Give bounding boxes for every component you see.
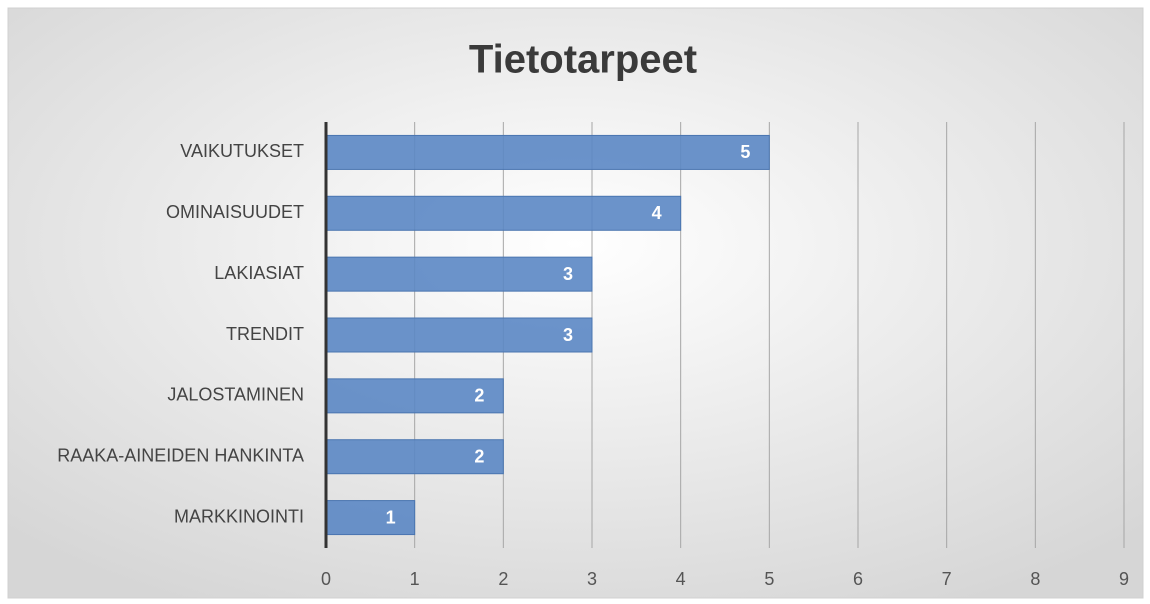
bar [325, 195, 682, 231]
data-label: 3 [563, 325, 573, 345]
bar [325, 134, 770, 170]
data-label: 2 [474, 386, 484, 406]
x-tick-label: 9 [1119, 569, 1129, 589]
x-tick-label: 7 [942, 569, 952, 589]
x-tick-label: 1 [410, 569, 420, 589]
y-tick-label: MARKKINOINTI [174, 506, 304, 526]
bar [325, 317, 593, 353]
y-tick-label: JALOSTAMINEN [167, 385, 304, 405]
x-tick-label: 2 [498, 569, 508, 589]
x-tick-label: 0 [321, 569, 331, 589]
y-tick-label: RAAKA-AINEIDEN HANKINTA [57, 445, 304, 465]
data-label: 3 [563, 264, 573, 284]
data-label: 4 [652, 203, 662, 223]
x-tick-label: 8 [1030, 569, 1040, 589]
bar [325, 256, 593, 292]
y-tick-label: VAIKUTUKSET [180, 141, 304, 161]
bar [325, 500, 416, 536]
x-tick-label: 3 [587, 569, 597, 589]
y-tick-label: OMINAISUUDET [166, 202, 304, 222]
chart-title: Tietotarpeet [469, 38, 697, 82]
chart-background [7, 7, 1144, 599]
y-tick-label: LAKIASIAT [214, 263, 304, 283]
y-tick-label: TRENDIT [226, 324, 304, 344]
data-label: 2 [474, 446, 484, 466]
data-label: 1 [386, 507, 396, 527]
data-label: 5 [740, 142, 750, 162]
x-tick-label: 6 [853, 569, 863, 589]
x-tick-label: 5 [764, 569, 774, 589]
x-tick-label: 4 [676, 569, 686, 589]
